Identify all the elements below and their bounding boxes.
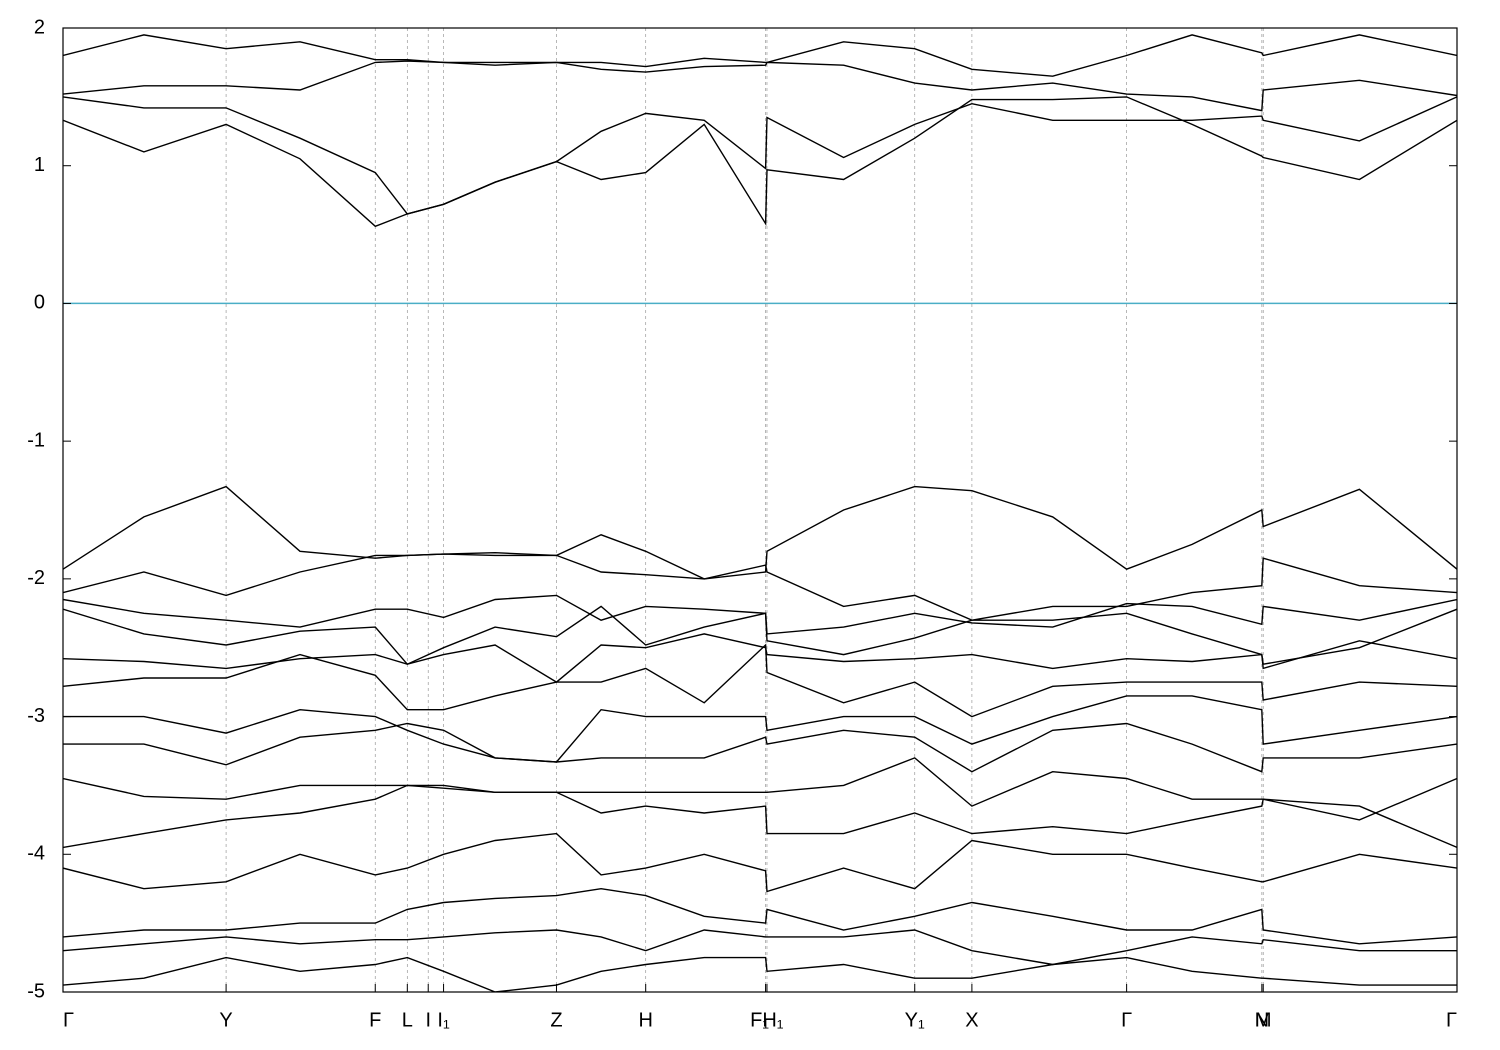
band-line <box>63 757 1457 821</box>
band-line <box>63 784 1457 849</box>
plot-frame <box>62 27 1458 993</box>
band-line <box>63 96 1457 215</box>
x-tick-label: M <box>1255 1009 1272 1031</box>
band-line <box>63 956 1457 992</box>
x-tick-label: H₁ <box>762 1009 783 1031</box>
band-line <box>63 929 1457 966</box>
x-tick-label: X <box>965 1009 978 1031</box>
band-line <box>63 633 1457 683</box>
band-line <box>63 553 1457 621</box>
band-line <box>63 34 1457 77</box>
x-tick-label: Γ <box>1446 1009 1457 1031</box>
x-tick-label: Γ <box>63 1009 74 1031</box>
y-tick-label: -4 <box>27 843 45 865</box>
band-line <box>63 605 1457 666</box>
band-line <box>63 96 1457 228</box>
y-tick-label: -5 <box>27 980 45 1002</box>
band-line <box>63 832 1457 893</box>
band-line <box>63 643 1457 718</box>
y-tick-label: 2 <box>34 16 45 38</box>
x-tick-label: I₁ <box>437 1009 450 1031</box>
x-tick-label: Γ <box>1121 1009 1132 1031</box>
band-line <box>63 485 1457 580</box>
band-line <box>63 695 1457 763</box>
x-tick-label: F₁ <box>750 1009 769 1031</box>
x-tick-label: I <box>425 1009 431 1031</box>
x-tick-label: Z <box>550 1009 562 1031</box>
band-line <box>63 594 1457 635</box>
y-tick-label: 1 <box>34 154 45 176</box>
plot-area <box>63 34 1457 992</box>
y-tick-label: -2 <box>27 567 45 589</box>
x-tick-label: F <box>369 1009 381 1031</box>
grid-layer <box>62 28 1458 992</box>
band-line <box>63 887 1457 945</box>
x-tick-label: Y <box>219 1009 232 1031</box>
x-tick-label: H <box>638 1009 652 1031</box>
x-tick-label: L <box>402 1009 413 1031</box>
band-line <box>63 60 1457 112</box>
x-tick-label: N <box>1255 1009 1269 1031</box>
y-tick-label: -1 <box>27 429 45 451</box>
y-tick-label: -3 <box>27 705 45 727</box>
y-tick-label: 0 <box>34 292 45 314</box>
x-tick-label: Y₁ <box>905 1009 925 1031</box>
band-line <box>63 722 1457 773</box>
